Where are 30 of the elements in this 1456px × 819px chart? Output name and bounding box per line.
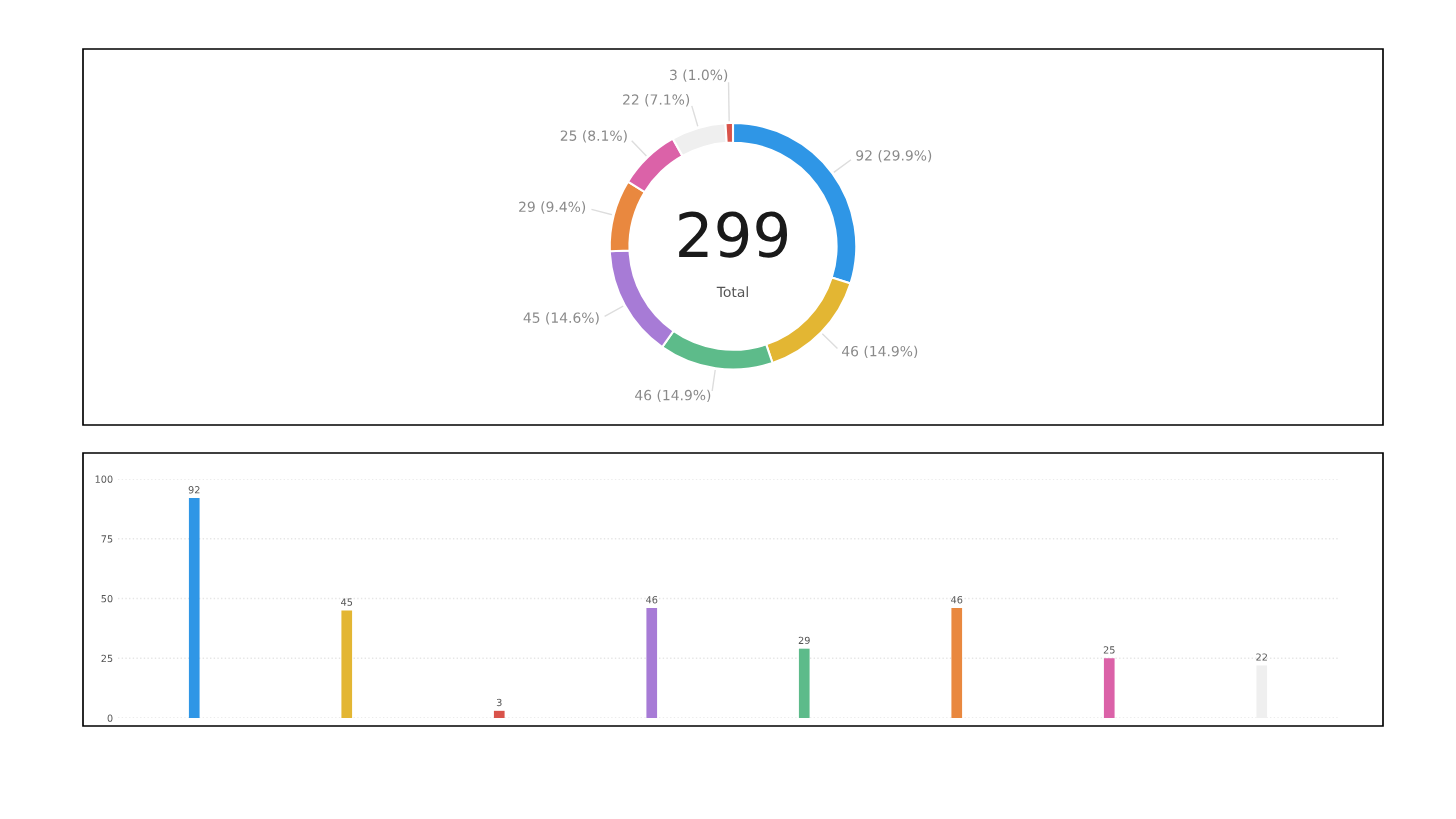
data-label: 45 (14.6%)	[523, 312, 599, 325]
data-label: 46 (14.9%)	[635, 389, 711, 402]
data-label: 3 (1.0%)	[670, 69, 728, 82]
bar	[798, 648, 810, 718]
y-tick-label: 100	[95, 475, 113, 483]
data-label: 92 (29.9%)	[856, 149, 932, 163]
bar	[341, 610, 353, 718]
y-tick-label: 0	[107, 714, 113, 722]
data-label: 25 (8.1%)	[560, 130, 627, 143]
data-label: 22 (7.1%)	[623, 94, 690, 107]
text: 299	[679, 211, 788, 258]
bar	[493, 710, 505, 718]
text: Total	[716, 286, 748, 298]
y-tick-label: 50	[101, 594, 113, 603]
y-tick-label: 25	[101, 654, 113, 663]
bar	[646, 608, 658, 718]
data-label: 45	[341, 598, 353, 606]
data-label: 46	[951, 596, 963, 604]
data-label: 25	[1103, 646, 1115, 654]
data-label: 3	[496, 698, 502, 707]
data-label: 29	[798, 636, 810, 645]
data-label: 22	[1256, 653, 1267, 661]
bar	[1103, 658, 1115, 718]
data-label: 92	[188, 486, 200, 494]
y-tick-label: 75	[101, 535, 113, 543]
data-label: 29 (9.4%)	[519, 201, 586, 214]
bar	[188, 498, 200, 718]
data-label: 46	[646, 596, 658, 604]
data-label: 46 (14.9%)	[841, 345, 918, 359]
bar	[951, 608, 963, 718]
